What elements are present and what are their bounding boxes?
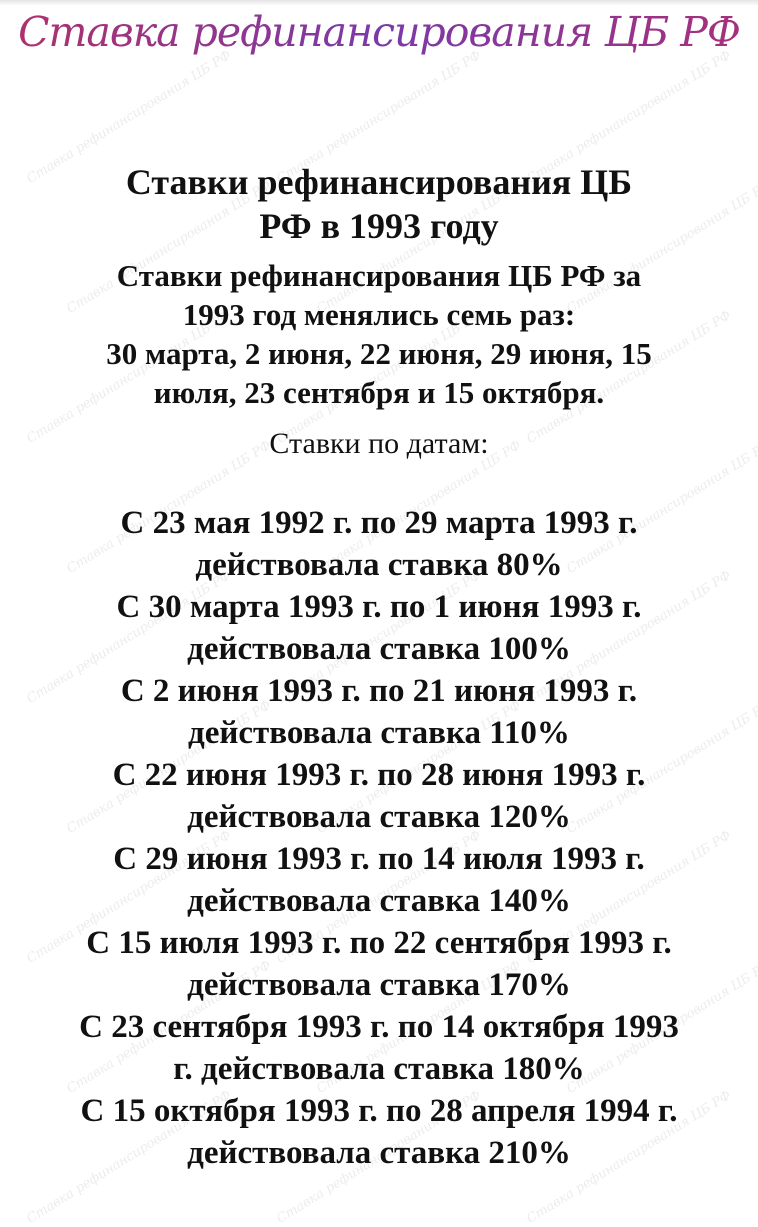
rate-period: С 23 сентября 1993 г. по 14 октября 1993 <box>79 1009 679 1045</box>
rate-value: действовала ставка 80% <box>195 547 563 583</box>
summary: Ставки рефинансирования ЦБ РФ за 1993 го… <box>9 256 749 412</box>
rate-value: действовала ставка 140% <box>187 883 571 919</box>
rate-entry: С 15 октября 1993 г. по 28 апреля 1994 г… <box>0 1090 758 1174</box>
rate-entry: С 23 сентября 1993 г. по 14 октября 1993… <box>0 1006 758 1090</box>
rate-entry: С 23 мая 1992 г. по 29 марта 1993 г. дейс… <box>0 502 758 586</box>
rate-value: действовала ставка 100% <box>187 631 571 667</box>
rate-period: С 15 октября 1993 г. по 28 апреля 1994 г… <box>80 1093 678 1129</box>
rate-entry: С 2 июня 1993 г. по 21 июня 1993 г. дейст… <box>0 670 758 754</box>
article: Ставки рефинансирования ЦБ РФ в 1993 год… <box>0 160 758 1174</box>
rate-entry: С 30 марта 1993 г. по 1 июня 1993 г. дейс… <box>0 586 758 670</box>
title-line: РФ в 1993 году <box>259 206 499 246</box>
summary-line: Ставки рефинансирования ЦБ РФ за <box>116 258 642 293</box>
rate-value: действовала ставка 110% <box>188 715 570 751</box>
summary-line: июля, 23 сентября и 15 октября. <box>153 375 605 410</box>
rate-value: г. действовала ставка 180% <box>173 1051 585 1087</box>
title-line: Ставки рефинансирования ЦБ <box>125 162 633 202</box>
rate-value: действовала ставка 210% <box>187 1135 571 1171</box>
rate-entry: С 29 июня 1993 г. по 14 июля 1993 г. дейс… <box>0 838 758 922</box>
rate-period: С 22 июня 1993 г. по 28 июня 1993 г. <box>112 757 646 793</box>
summary-line: 1993 год менялись семь раз: <box>182 297 576 332</box>
rate-entry: С 22 июня 1993 г. по 28 июня 1993 г. дейс… <box>0 754 758 838</box>
summary-line: 30 марта, 2 июня, 22 июня, 29 июня, 15 <box>106 336 652 371</box>
rate-period: С 23 мая 1992 г. по 29 марта 1993 г. <box>120 505 638 541</box>
rate-period: С 2 июня 1993 г. по 21 июня 1993 г. <box>120 673 638 709</box>
rate-list: С 23 мая 1992 г. по 29 марта 1993 г. дейс… <box>0 502 758 1174</box>
rate-period: С 15 июля 1993 г. по 22 сентября 1993 г. <box>86 925 672 961</box>
rate-period: С 29 июня 1993 г. по 14 июля 1993 г. <box>113 841 645 877</box>
dates-label: Ставки по датам: <box>269 427 489 460</box>
page-title: Ставки рефинансирования ЦБ РФ в 1993 год… <box>39 160 719 248</box>
rate-period: С 30 марта 1993 г. по 1 июня 1993 г. <box>116 589 642 625</box>
top-shadow <box>0 0 758 6</box>
rate-entry: С 15 июля 1993 г. по 22 сентября 1993 г.… <box>0 922 758 1006</box>
banner-logo: Ставка рефинансирования ЦБ РФ <box>0 2 758 62</box>
rate-value: действовала ставка 120% <box>187 799 571 835</box>
rate-value: действовала ставка 170% <box>187 967 571 1003</box>
